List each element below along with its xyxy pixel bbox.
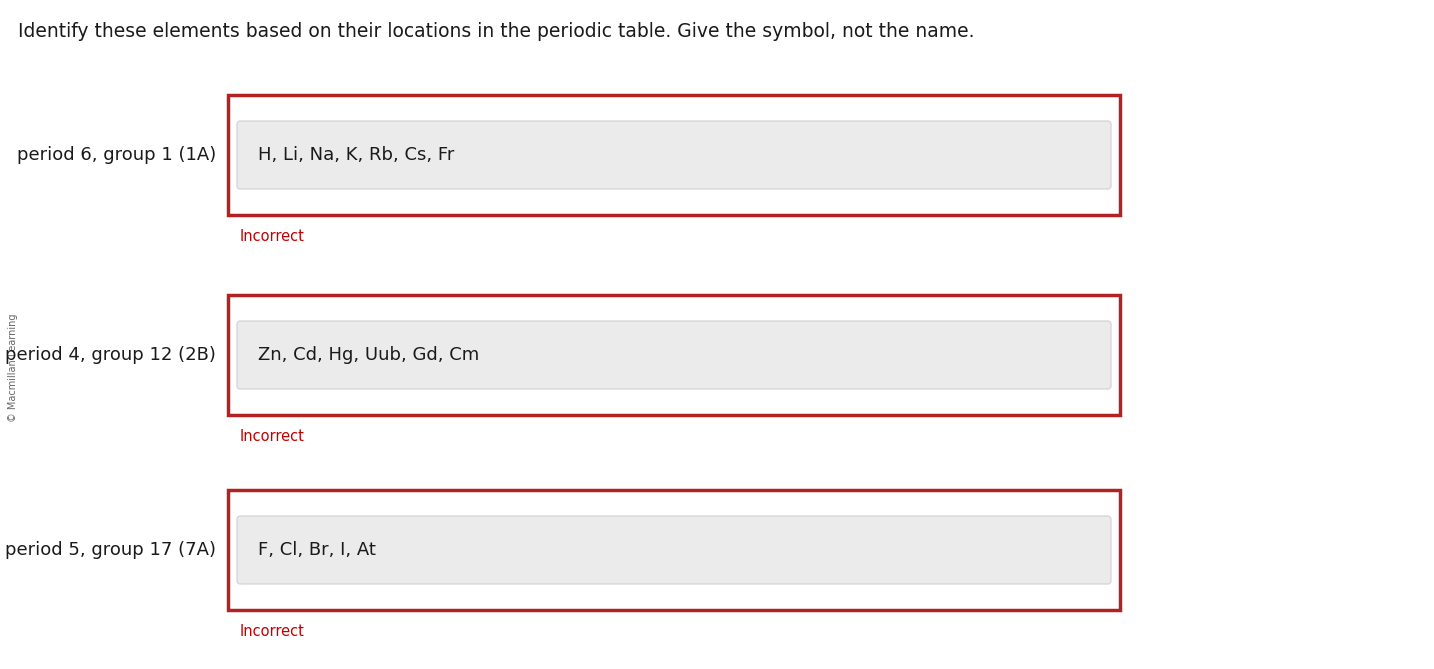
Text: period 5, group 17 (7A): period 5, group 17 (7A) <box>4 541 217 559</box>
FancyBboxPatch shape <box>237 321 1111 389</box>
Text: F, Cl, Br, I, At: F, Cl, Br, I, At <box>258 541 376 559</box>
FancyBboxPatch shape <box>228 490 1120 610</box>
Text: Incorrect: Incorrect <box>239 624 305 639</box>
FancyBboxPatch shape <box>228 295 1120 415</box>
Text: period 4, group 12 (2B): period 4, group 12 (2B) <box>6 346 217 364</box>
Text: Incorrect: Incorrect <box>239 229 305 244</box>
Text: © Macmillan Learning: © Macmillan Learning <box>9 314 19 422</box>
Text: period 6, group 1 (1A): period 6, group 1 (1A) <box>17 146 217 164</box>
Text: Incorrect: Incorrect <box>239 429 305 444</box>
Text: Zn, Cd, Hg, Uub, Gd, Cm: Zn, Cd, Hg, Uub, Gd, Cm <box>258 346 479 364</box>
FancyBboxPatch shape <box>237 121 1111 189</box>
FancyBboxPatch shape <box>237 516 1111 584</box>
Text: Identify these elements based on their locations in the periodic table. Give the: Identify these elements based on their l… <box>19 22 975 41</box>
Text: H, Li, Na, K, Rb, Cs, Fr: H, Li, Na, K, Rb, Cs, Fr <box>258 146 455 164</box>
FancyBboxPatch shape <box>228 95 1120 215</box>
